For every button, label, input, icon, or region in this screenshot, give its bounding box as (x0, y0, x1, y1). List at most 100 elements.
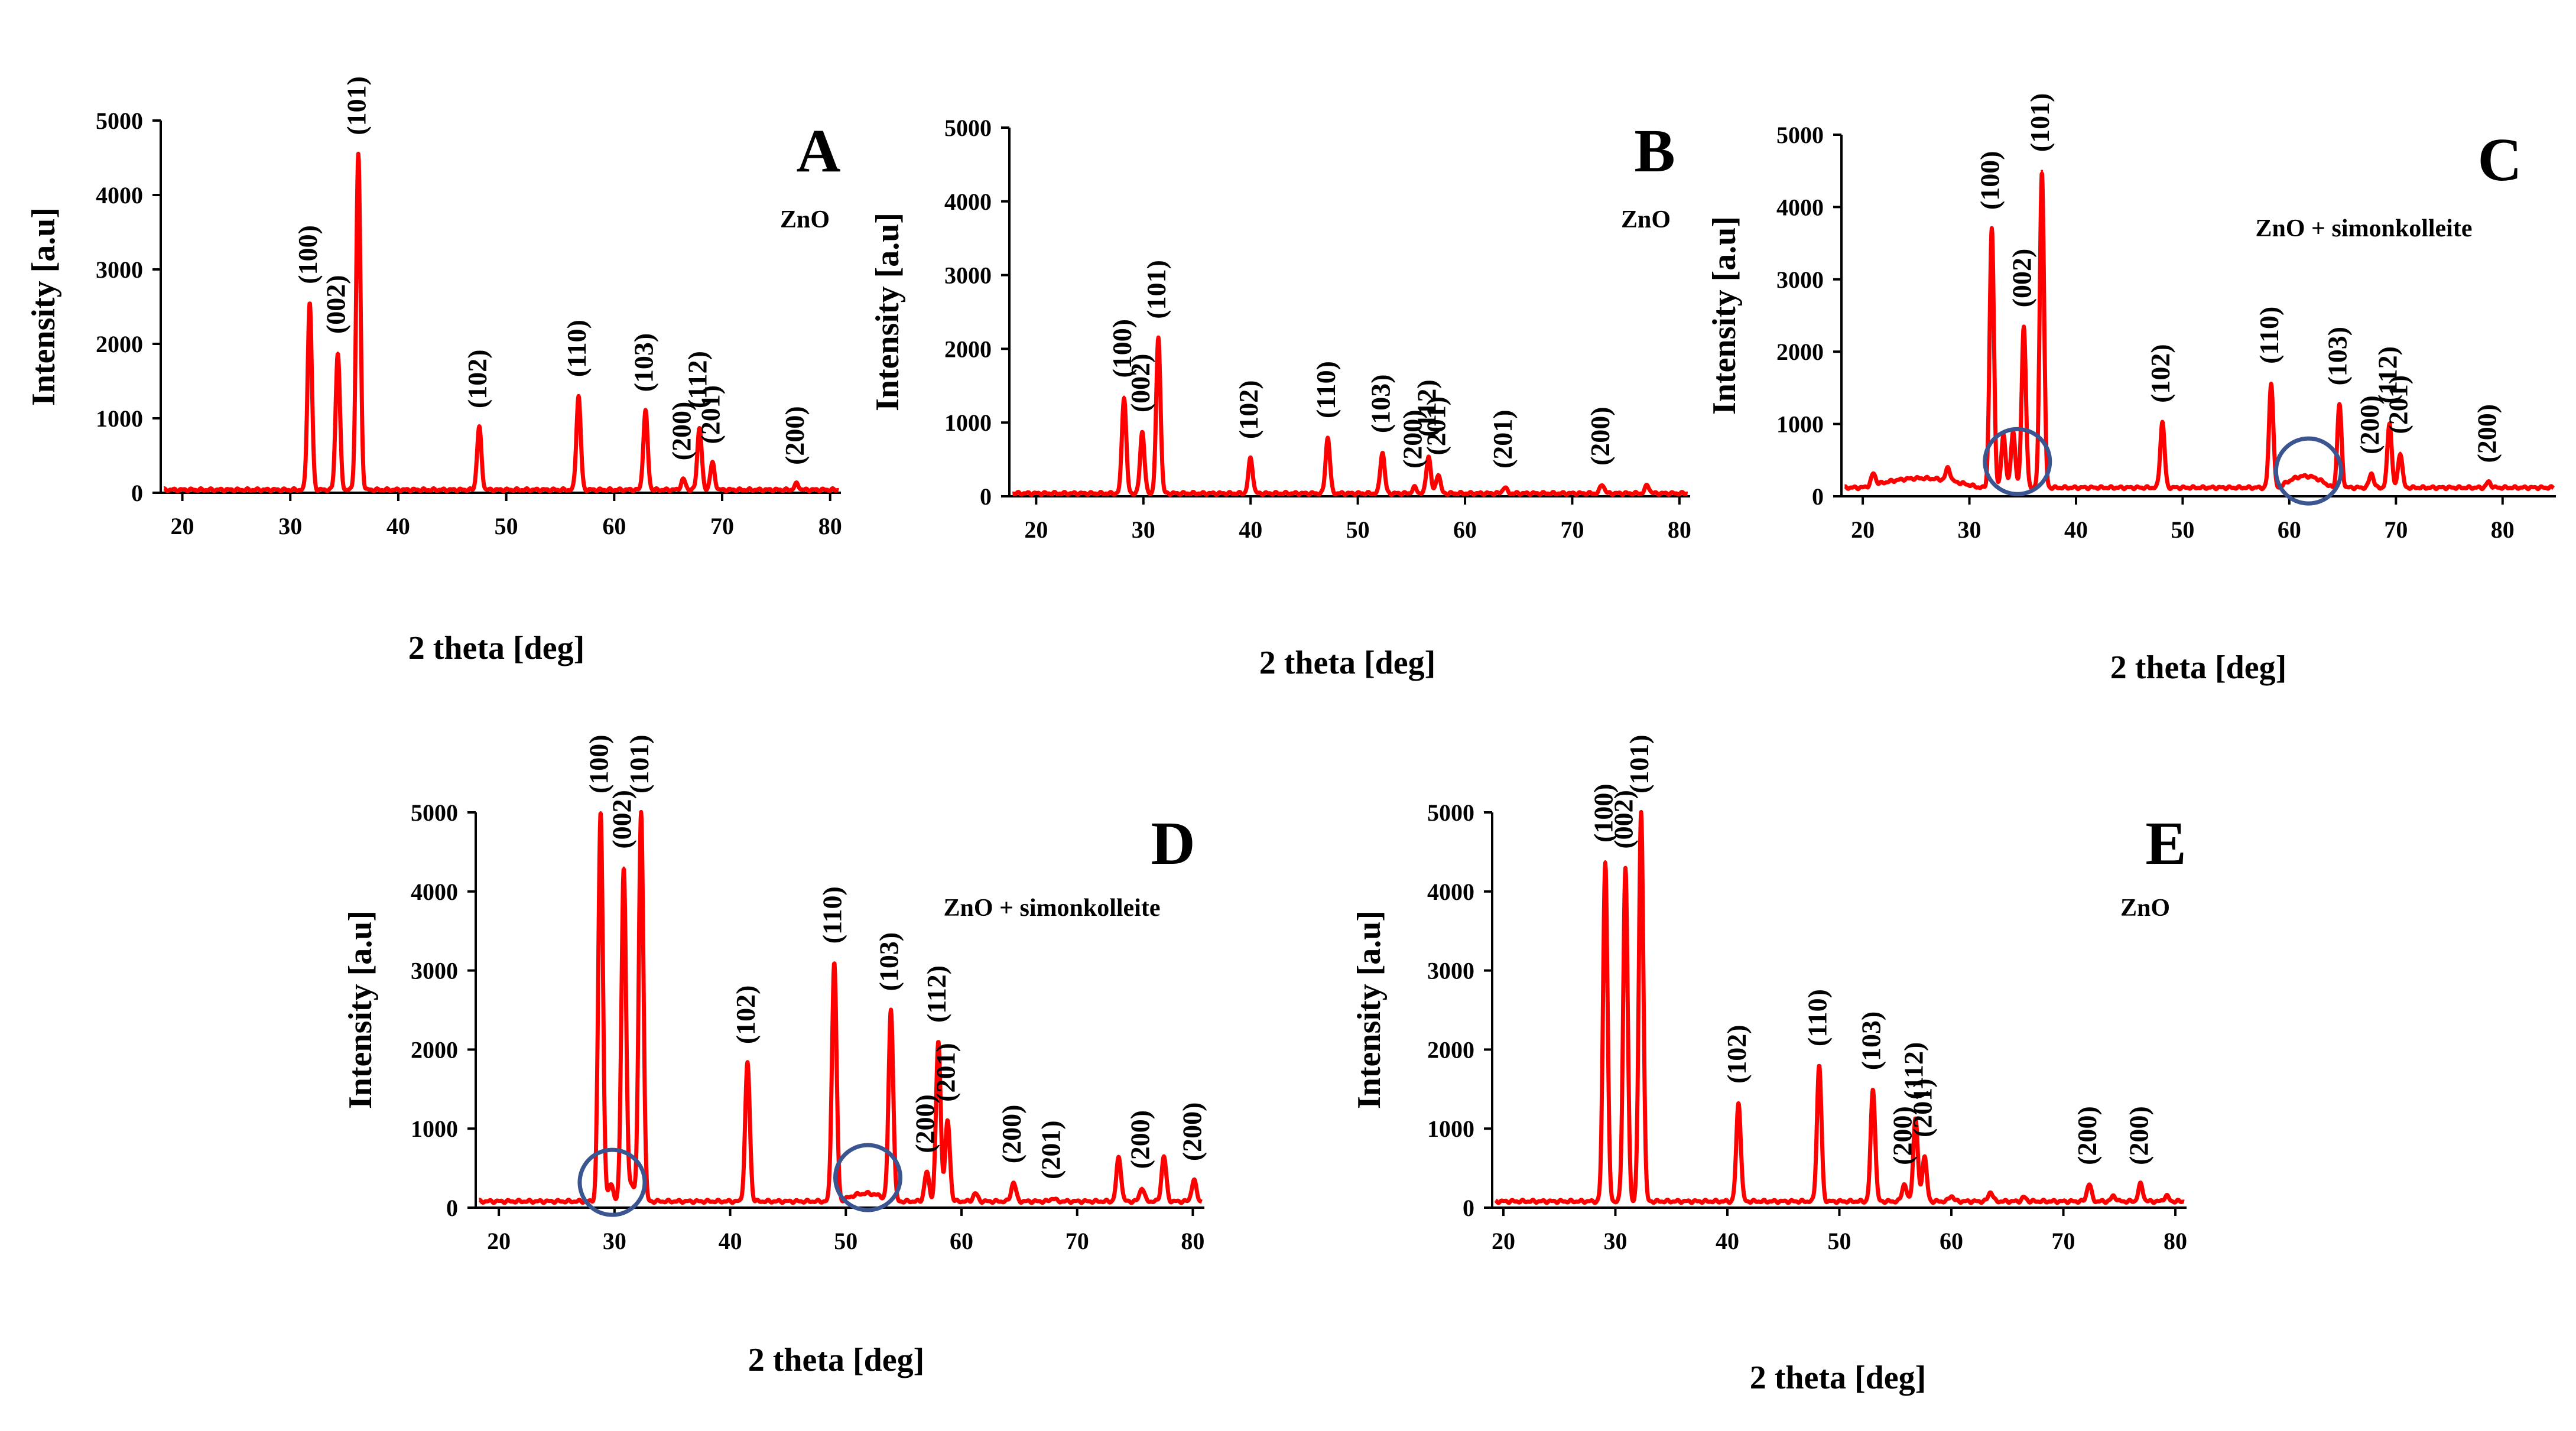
x-tick-label: 40 (386, 513, 410, 539)
highlight-circle (2273, 436, 2343, 506)
peak-marker (1051, 1196, 1054, 1199)
highlight-circle (1983, 427, 2052, 496)
peak-marker (2270, 381, 2273, 384)
peak-marker (1990, 227, 1993, 230)
x-tick-label: 50 (1828, 1228, 1851, 1254)
peak-label: (201) (1487, 409, 1518, 469)
peak-marker (336, 352, 339, 355)
peak-marker (2139, 1182, 2142, 1185)
peak-marker (2388, 421, 2391, 424)
peak-label: (100) (293, 225, 323, 284)
x-tick-label: 80 (2491, 516, 2515, 543)
peak-label: (101) (1141, 260, 1171, 319)
peak-marker (1141, 1186, 1144, 1189)
peak-label: (200) (666, 402, 696, 461)
x-tick-label: 30 (603, 1228, 626, 1254)
peak-label: (002) (1609, 790, 1639, 849)
peak-marker (1914, 1117, 1917, 1120)
x-tick-label: 40 (2064, 516, 2088, 543)
peak-marker (1872, 1088, 1875, 1091)
peak-marker (1604, 860, 1607, 863)
peak-label: (110) (2254, 307, 2284, 364)
peak-label: (102) (1233, 380, 1263, 439)
peak-marker (622, 866, 625, 869)
peak-marker (795, 482, 798, 485)
peak-marker (1818, 1064, 1821, 1067)
peak-marker (1624, 866, 1627, 869)
y-tick-label: 3000 (944, 262, 992, 289)
diffraction-pattern-line (1493, 809, 2186, 1205)
peak-marker (644, 409, 647, 412)
peak-label: (102) (462, 349, 492, 408)
peak-label: (112) (683, 351, 713, 408)
x-tick-label: 40 (1239, 516, 1262, 543)
panel-letter: D (1151, 809, 1195, 877)
peak-marker (2399, 451, 2402, 454)
peak-label: (200) (2471, 404, 2502, 463)
peak-label: (200) (779, 406, 810, 465)
peak-label: (112) (1898, 1042, 1928, 1100)
peak-label: (200) (2072, 1106, 2102, 1165)
x-axis-label: 2 theta [deg] (1259, 645, 1436, 681)
y-tick-label: 3000 (411, 958, 458, 984)
peak-marker (599, 811, 602, 814)
y-tick-label: 1000 (1427, 1115, 1474, 1142)
peak-label: (201) (1421, 396, 1451, 456)
peak-label: (100) (583, 734, 613, 793)
diffraction-pattern-line (477, 809, 1204, 1205)
y-tick-label: 5000 (944, 115, 992, 141)
x-tick-label: 20 (1851, 516, 1875, 543)
y-tick-label: 1000 (944, 409, 992, 436)
peak-label: (103) (1856, 1012, 1886, 1071)
peak-label: (201) (696, 385, 726, 444)
peak-marker (2022, 325, 2025, 328)
peak-marker (357, 152, 360, 155)
peak-marker (1157, 336, 1160, 339)
y-tick-label: 5000 (1427, 799, 1474, 826)
peak-label: (200) (2123, 1106, 2153, 1165)
peak-marker (1503, 486, 1506, 489)
peak-marker (1012, 1181, 1015, 1184)
x-tick-label: 80 (818, 513, 842, 539)
x-tick-label: 20 (487, 1228, 511, 1254)
peak-marker (2041, 170, 2044, 173)
panel-c: 0 1000 2000 3000 4000 5000 20 30 40 50 60 70 80 (100)… (1706, 93, 2556, 686)
peak-label: (201) (931, 1043, 961, 1102)
x-tick-label: 80 (1668, 516, 1691, 543)
peak-label: (110) (1311, 361, 1341, 418)
y-tick-label: 1000 (1776, 411, 1824, 438)
y-tick-label: 4000 (1427, 879, 1474, 905)
y-tick-label: 3000 (1776, 266, 1824, 293)
x-tick-label: 30 (1958, 516, 1981, 543)
peak-marker (639, 811, 642, 814)
y-axis-label: Intensity [a.u] (869, 213, 906, 411)
peak-marker (1437, 473, 1440, 476)
peak-marker (2338, 403, 2341, 406)
peak-label: (002) (2007, 249, 2037, 308)
peak-label: (110) (817, 886, 847, 944)
peak-marker (946, 1119, 949, 1122)
panel-b: 0 1000 2000 3000 4000 5000 20 30 40 50 60 70 80 (100)… (869, 115, 1691, 681)
x-tick-label: 70 (2384, 516, 2408, 543)
peak-label: (200) (1125, 1110, 1155, 1169)
peak-marker (833, 961, 836, 964)
peak-label: (100) (1974, 151, 2005, 210)
peak-label: (102) (2145, 344, 2175, 403)
peak-label: (002) (1125, 354, 1155, 413)
peak-label: (103) (1365, 374, 1395, 433)
peak-label: (200) (996, 1105, 1026, 1164)
x-tick-label: 40 (1716, 1228, 1739, 1254)
peak-marker (1381, 451, 1384, 454)
phase-label: ZnO + simonkolleite (944, 895, 1161, 922)
peak-label: (110) (1802, 989, 1832, 1046)
peak-label: (201) (2383, 375, 2413, 434)
x-tick-label: 60 (2278, 516, 2301, 543)
y-tick-label: 4000 (1776, 194, 1824, 220)
peak-label: (201) (1908, 1078, 1938, 1137)
peak-marker (925, 1170, 928, 1173)
y-tick-label: 0 (1463, 1195, 1474, 1221)
panel-d: 0 1000 2000 3000 4000 5000 20 30 40 50 60 70 80 (100)… (342, 734, 1207, 1378)
peak-marker (477, 426, 480, 429)
peak-marker (711, 461, 714, 464)
y-tick-label: 2000 (1776, 339, 1824, 365)
